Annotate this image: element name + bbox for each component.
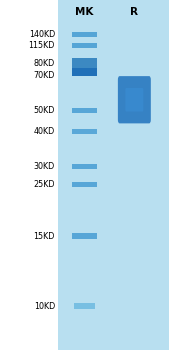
Bar bbox=[72, 163, 97, 169]
Bar bbox=[72, 32, 97, 37]
Bar bbox=[72, 58, 97, 64]
Text: 50KD: 50KD bbox=[34, 106, 55, 115]
Bar bbox=[72, 63, 97, 68]
Text: 30KD: 30KD bbox=[34, 162, 55, 171]
Text: 40KD: 40KD bbox=[34, 127, 55, 136]
Bar bbox=[72, 233, 97, 239]
Bar bbox=[72, 182, 97, 187]
Text: MK: MK bbox=[75, 7, 94, 16]
Text: 80KD: 80KD bbox=[34, 59, 55, 68]
Bar bbox=[58, 0, 169, 350]
Bar bbox=[72, 129, 97, 134]
Text: 25KD: 25KD bbox=[33, 180, 55, 189]
Bar bbox=[74, 303, 95, 309]
Bar bbox=[72, 43, 97, 48]
FancyBboxPatch shape bbox=[125, 88, 143, 112]
Bar bbox=[72, 68, 97, 76]
Text: 15KD: 15KD bbox=[34, 232, 55, 241]
FancyBboxPatch shape bbox=[118, 76, 151, 123]
Text: 115KD: 115KD bbox=[29, 41, 55, 50]
Bar bbox=[72, 108, 97, 113]
Text: R: R bbox=[130, 7, 138, 16]
Text: 70KD: 70KD bbox=[34, 71, 55, 80]
Text: 10KD: 10KD bbox=[34, 302, 55, 311]
Text: 140KD: 140KD bbox=[29, 30, 55, 39]
